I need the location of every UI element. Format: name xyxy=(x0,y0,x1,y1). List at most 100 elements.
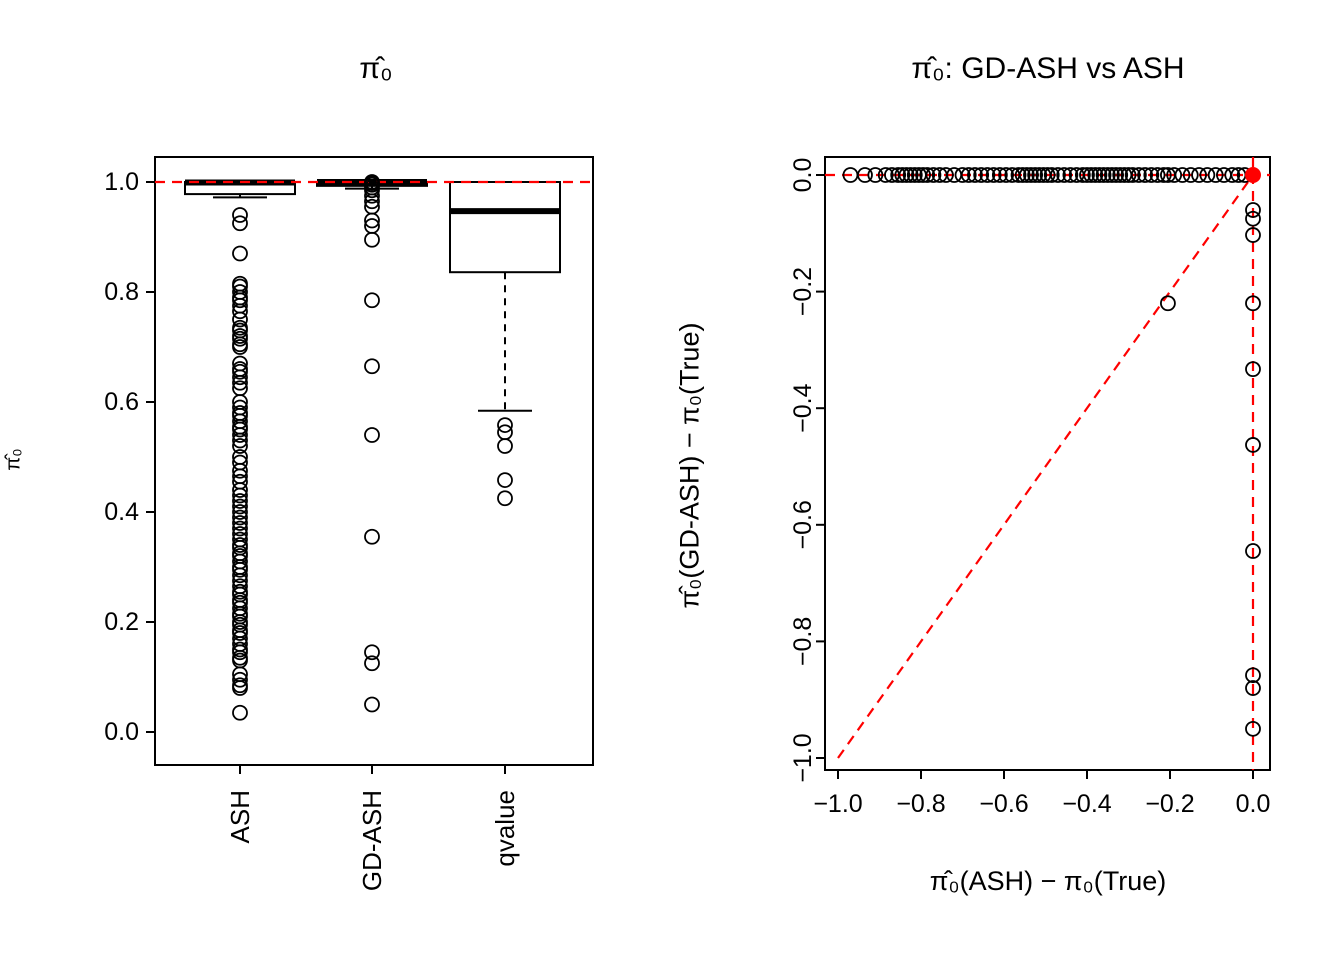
scatter-point xyxy=(991,167,1008,183)
scatter-point xyxy=(1149,167,1166,183)
outlier-point xyxy=(232,520,248,537)
outlier-point xyxy=(232,207,248,223)
scatter-point xyxy=(1108,167,1124,183)
scatter-point xyxy=(967,167,983,183)
scatter-point xyxy=(1207,167,1224,183)
outlier-point xyxy=(232,245,248,262)
scatter-point xyxy=(1027,167,1044,183)
scatter-point xyxy=(1083,167,1100,183)
outlier-point xyxy=(232,561,248,578)
plot-border xyxy=(824,156,1271,771)
scatter-point xyxy=(1199,167,1216,183)
outlier-point xyxy=(232,509,248,526)
scatter-point xyxy=(1143,167,1160,183)
outlier-point xyxy=(232,427,248,443)
y-tick-label: 1.0 xyxy=(104,168,139,196)
scatter-point xyxy=(1245,210,1261,227)
scatter-point xyxy=(1245,295,1261,312)
outlier-point xyxy=(497,438,513,454)
scatter-point xyxy=(1245,680,1261,696)
diagonal-reference-line xyxy=(837,174,1254,759)
scatter-point xyxy=(1023,167,1039,183)
scatter-point xyxy=(1050,167,1066,183)
scatter-point xyxy=(898,167,915,183)
highlight-point xyxy=(1245,167,1261,183)
scatter-point xyxy=(954,167,971,183)
scatter-point xyxy=(973,167,990,183)
scatter-point xyxy=(1245,361,1261,378)
scatter-svg: −1.0 −0.8 −0.6 −0.4 −0.2 0.0 0.0 −0.2 −0.4 −0.6 −0… xyxy=(789,156,1271,818)
outlier-point xyxy=(232,292,248,309)
outlier-point xyxy=(232,303,248,320)
outlier-point xyxy=(364,193,380,210)
outlier-point xyxy=(497,490,513,507)
x-tick-label: −0.8 xyxy=(896,790,945,818)
y-tick-label: −0.6 xyxy=(789,500,817,549)
scatter-panel: π̂₀: GD-ASH vs ASH π̂₀(GD-ASH) − π₀(True… xyxy=(672,0,1344,960)
scatter-point xyxy=(1137,167,1154,183)
boxplot-title: π̂₀ xyxy=(359,52,393,85)
scatter-point xyxy=(1112,167,1129,183)
outlier-point xyxy=(364,427,380,443)
scatter-point xyxy=(890,167,907,183)
scatter-point xyxy=(1160,295,1176,312)
y-tick-label: 0.6 xyxy=(104,388,139,416)
scatter-point xyxy=(867,167,884,183)
scatter-point xyxy=(1245,667,1261,684)
scatter-point xyxy=(960,167,977,183)
outlier-point xyxy=(232,421,248,438)
outlier-point xyxy=(232,339,248,355)
y-tick-label: 0.8 xyxy=(104,278,139,306)
scatter-point xyxy=(1245,720,1261,737)
outlier-point xyxy=(232,498,248,515)
outlier-point xyxy=(364,644,380,661)
scatter-point xyxy=(1224,167,1241,183)
scatter-point xyxy=(894,167,911,183)
outlier-point xyxy=(364,358,380,375)
outlier-point xyxy=(232,363,248,380)
scatter-point xyxy=(1095,167,1112,183)
outlier-point xyxy=(232,330,248,347)
outlier-point xyxy=(232,482,248,498)
y-tick-label: 0.0 xyxy=(104,718,139,746)
outlier-point xyxy=(364,187,380,204)
outlier-point xyxy=(232,487,248,504)
outlier-point xyxy=(497,417,513,434)
y-tick-label: −0.4 xyxy=(789,383,817,432)
scatter-point xyxy=(1130,167,1147,183)
outlier-point xyxy=(497,472,513,489)
x-tick-label: 0.0 xyxy=(1236,790,1271,818)
x-tick-label-qvalue: qvalue xyxy=(490,790,520,867)
scatter-point xyxy=(1245,202,1261,218)
y-tick-label: 0.2 xyxy=(104,608,139,636)
scatter-x-axis-label: π̂₀(ASH) − π₀(True) xyxy=(929,866,1167,896)
scatter-point xyxy=(1091,167,1108,183)
outlier-point xyxy=(364,212,380,229)
scatter-point xyxy=(985,167,1002,183)
scatter-point xyxy=(1043,167,1060,183)
outlier-point xyxy=(232,215,248,232)
outlier-point xyxy=(232,671,248,688)
boxplot-panel: π̂₀ π̂₀ 0.0 0.2 0.4 0.6 0.8 1.0 ASH GD-ASH qvalu… xyxy=(3,52,594,891)
y-tick-label: 0.0 xyxy=(789,158,817,193)
x-tick-label-gd-ash: GD-ASH xyxy=(357,790,387,891)
scatter-point xyxy=(1014,167,1031,183)
y-tick-label: −0.8 xyxy=(789,617,817,666)
outlier-point xyxy=(232,374,248,391)
scatter-point xyxy=(915,167,931,183)
outlier-point xyxy=(232,432,248,449)
outlier-point xyxy=(232,704,248,721)
scatter-point xyxy=(1099,167,1116,183)
scatter-point xyxy=(919,167,936,183)
scatter-point xyxy=(1018,167,1035,183)
outlier-point xyxy=(232,438,248,454)
scatter-point xyxy=(1031,167,1048,183)
scatter-point xyxy=(1166,167,1183,183)
x-tick-label-ash: ASH xyxy=(225,790,255,843)
boxplot-svg: 0.0 0.2 0.4 0.6 0.8 1.0 ASH GD-ASH qvalue xyxy=(104,156,594,891)
outlier-point xyxy=(232,311,248,328)
scatter-point xyxy=(1155,167,1172,183)
scatter-point xyxy=(1174,167,1191,183)
scatter-point xyxy=(1056,167,1073,183)
